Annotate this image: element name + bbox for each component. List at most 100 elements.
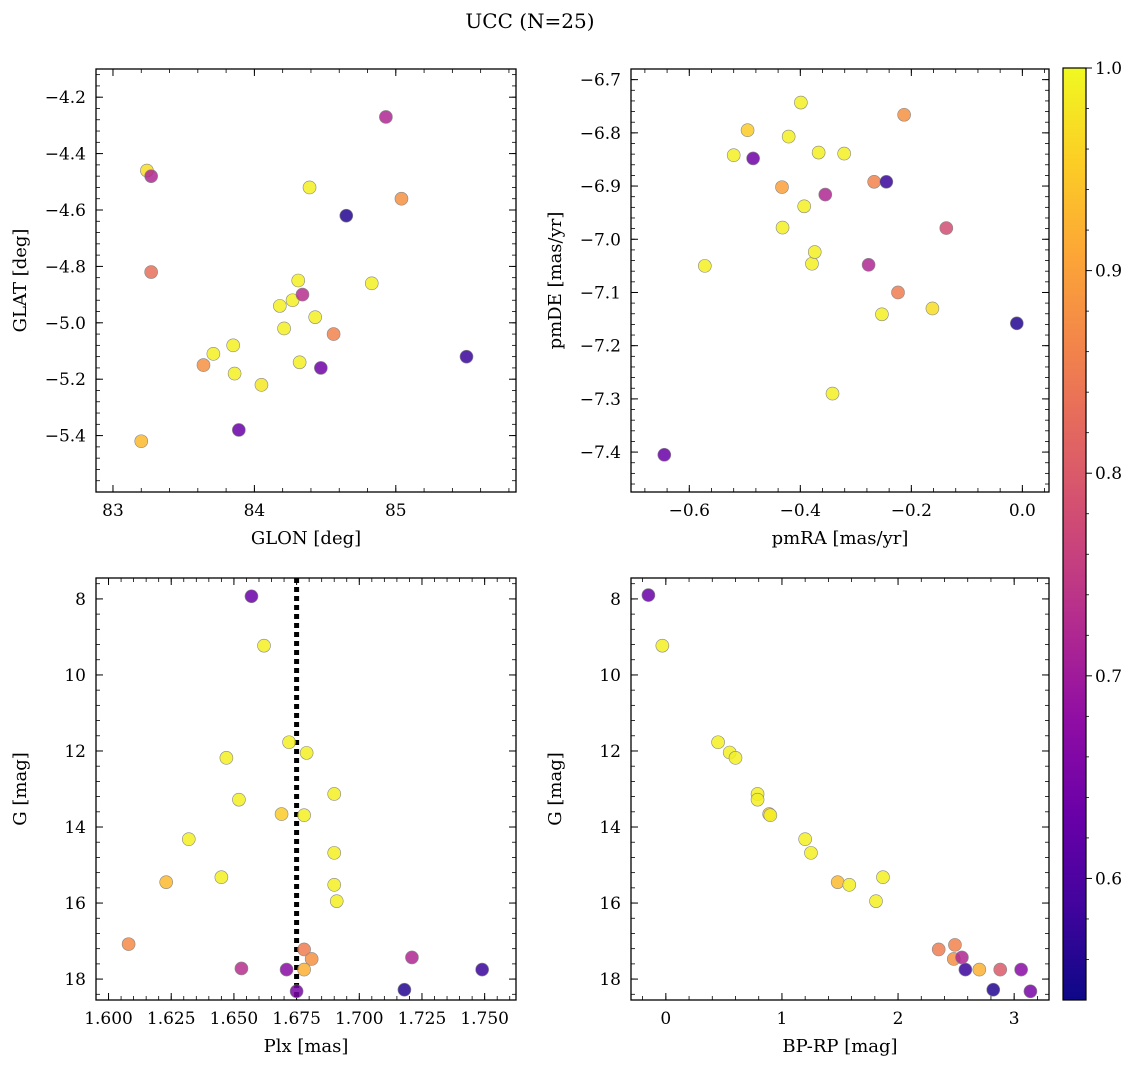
data-point [875,307,889,322]
data-point [876,870,890,885]
data-point [837,146,851,161]
x-axis-label: GLON [deg] [251,528,361,549]
y-axis-label: G [mag] [545,752,566,825]
data-point [282,735,296,750]
colorbar-tick-label: 0.6 [1095,869,1122,889]
data-point [327,787,342,801]
data-point [274,807,289,821]
data-point [314,361,328,375]
data-point [159,875,174,889]
data-point [339,208,354,223]
data-point [244,589,259,604]
data-point [134,434,149,449]
data-point [746,151,760,166]
x-tick-label: −0.4 [780,501,821,521]
data-point [279,962,294,977]
data-point [794,95,808,110]
data-point [232,423,246,437]
data-point [257,638,271,653]
data-point [939,221,954,235]
data-point [1023,984,1038,999]
data-point [327,878,342,892]
y-tick-label: −6.7 [580,71,621,91]
data-point [869,894,883,908]
y-tick-label: 14 [599,818,621,838]
y-tick-label: 12 [64,742,86,762]
panel-3: 1.600 1.625 1.650 1.675 1.700 1.725 1.750 8 10 12… [10,577,517,1057]
x-tick-label: −0.6 [669,501,710,521]
y-tick-label: 16 [64,894,86,914]
y-tick-label: 14 [64,818,86,838]
y-tick-label: −7.1 [580,283,621,303]
x-tick-label: 1.725 [398,1009,447,1029]
x-tick-label: 1.750 [460,1009,509,1029]
data-point [219,751,234,765]
data-point [655,638,670,653]
data-point [811,145,826,160]
data-point [277,321,291,336]
y-tick-label: −7.0 [580,230,621,250]
data-point [993,962,1008,977]
x-axis-label: BP-RP [mag] [782,1036,897,1057]
data-point [227,366,242,381]
y-tick-label: −4.8 [45,257,86,277]
data-point [925,301,940,316]
y-axis-label: GLAT [deg] [10,229,31,333]
data-point [394,191,409,206]
data-point [226,338,240,353]
y-tick-label: −4.2 [45,88,86,108]
data-point [364,276,379,291]
data-point [232,792,246,807]
axes-frame [95,68,517,493]
y-tick-label: 18 [599,970,621,990]
y-tick-label: −6.8 [580,124,621,144]
y-tick-label: 8 [610,590,621,610]
x-tick-label: 85 [385,501,407,521]
data-point [292,355,307,370]
data-point [861,258,876,272]
data-point [948,938,962,952]
data-point [891,285,905,300]
data-point [121,937,136,951]
data-point [931,942,946,957]
data-point [144,169,158,183]
data-point [641,588,656,602]
x-tick-label: 1 [777,1009,788,1029]
data-point [302,180,317,195]
data-point [326,327,341,341]
data-point [196,358,211,372]
colorbar-tick-label: 0.7 [1095,667,1122,687]
y-tick-label: 12 [599,742,621,762]
data-point [273,299,287,313]
figure-title: UCC (N=25) [465,9,594,33]
axes-frame [95,577,517,1001]
data-point [879,175,894,189]
data-point [299,746,314,760]
y-axis-label: pmDE [mas/yr] [545,212,566,350]
x-tick-label: 0 [660,1009,671,1029]
colorbar-tick-label: 0.9 [1095,262,1122,282]
data-point [711,735,725,750]
data-point [955,950,969,965]
x-axis-label: pmRA [mas/yr] [772,528,909,549]
data-point [379,110,393,124]
y-tick-label: 8 [75,590,86,610]
scatter-points [657,95,1024,462]
axes-frame [630,68,1050,493]
y-tick-label: −5.2 [45,370,86,390]
scatter-points [641,588,1038,999]
data-point [327,846,342,860]
data-point [405,950,419,965]
x-tick-label: 1.600 [84,1009,133,1029]
data-point [206,347,221,361]
x-tick-label: 0.0 [1009,501,1036,521]
data-point [726,148,741,162]
data-point [698,259,712,273]
data-point [1014,962,1028,977]
data-point [798,832,812,846]
data-point [1010,316,1024,331]
data-point [297,942,311,957]
data-point [805,256,819,271]
